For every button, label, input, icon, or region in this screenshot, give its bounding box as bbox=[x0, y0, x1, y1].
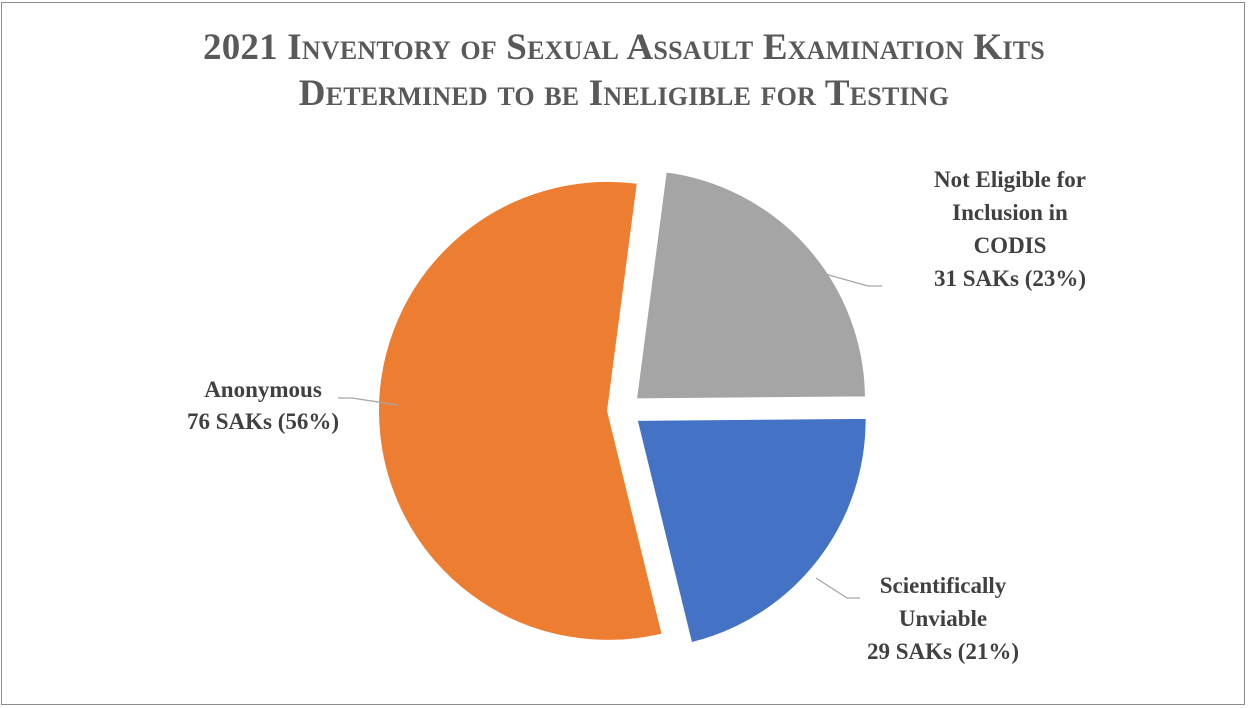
label-unviable-value: 29 SAKs (21%) bbox=[867, 639, 1019, 664]
label-anonymous-value: 76 SAKs (56%) bbox=[187, 409, 339, 434]
leader-line-unviable bbox=[816, 578, 860, 598]
label-unviable-line-2: Unviable bbox=[899, 606, 987, 631]
label-unviable-line-1: Scientifically bbox=[880, 573, 1007, 598]
slice-scientifically-unviable bbox=[637, 418, 867, 643]
slice-not-eligible-codis bbox=[636, 171, 866, 399]
label-not-eligible-value: 31 SAKs (23%) bbox=[934, 266, 1086, 291]
label-not-eligible-line-2: Inclusion in bbox=[952, 200, 1068, 225]
label-not-eligible-line-3: CODIS bbox=[974, 233, 1047, 258]
data-label-anonymous: Anonymous 76 SAKs (56%) bbox=[187, 377, 339, 434]
slice-anonymous bbox=[378, 181, 663, 641]
pie-slices bbox=[378, 171, 867, 643]
label-not-eligible-line-1: Not Eligible for bbox=[934, 167, 1086, 192]
data-label-not-eligible: Not Eligible for Inclusion in CODIS 31 S… bbox=[934, 167, 1086, 291]
data-label-unviable: Scientifically Unviable 29 SAKs (21%) bbox=[867, 573, 1019, 664]
label-anonymous-name: Anonymous bbox=[204, 377, 322, 402]
